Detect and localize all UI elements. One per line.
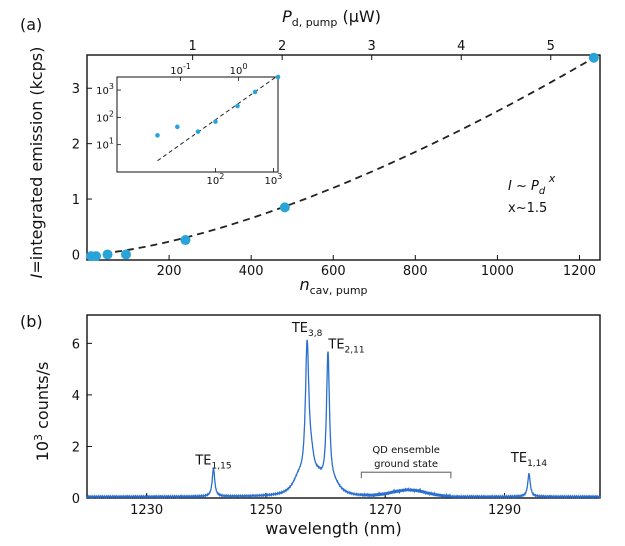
panel-b-label: (b): [20, 312, 43, 331]
b-band-bracket: [360, 471, 452, 479]
inset-top-tick-label: 10-1: [170, 62, 191, 77]
b-y-tick-label: 4: [72, 389, 80, 404]
inset-data-point: [175, 124, 180, 130]
inset-frame: [116, 76, 279, 173]
a-data-point: [180, 235, 191, 246]
a-top-tick-label: 3: [368, 39, 376, 54]
inset-data-point: [275, 74, 281, 80]
inset-y-tick-label: 101: [96, 137, 114, 152]
a-data-point: [279, 202, 290, 213]
a-x-tick-label: 800: [403, 264, 428, 279]
inset-top-tick-label: 100: [230, 62, 248, 77]
b-band-label-line2: ground state: [374, 459, 438, 470]
b-x-tick-label: 1250: [249, 503, 282, 518]
b-peak-label: TE2,11: [327, 338, 364, 356]
a-fit-curve: [91, 57, 595, 256]
a-y-tick-label: 2: [72, 138, 80, 153]
b-x-axis-label: wavelength (nm): [265, 519, 402, 538]
b-spectrum-line: [86, 339, 601, 500]
a-top-tick-label: 1: [189, 39, 197, 54]
a-top-axis-label: Pd, pump (μW): [282, 7, 381, 29]
a-y-tick-label: 3: [72, 82, 80, 97]
a-x-tick-label: 600: [321, 264, 346, 279]
b-peak-label: TE1,14: [510, 451, 547, 469]
inset-fit-line: [157, 74, 280, 162]
inset-data-point: [155, 133, 160, 138]
inset-data-point: [252, 89, 258, 95]
a-x-tick-label: 1000: [481, 264, 514, 279]
a-y-tick-label: 0: [72, 248, 80, 263]
b-peak-label: TE1,15: [194, 453, 231, 471]
b-x-tick-label: 1230: [130, 503, 163, 518]
a-x-axis-label: ncav, pump: [299, 275, 367, 297]
a-y-axis-label: I=integrated emission (kcps): [27, 47, 46, 279]
b-y-tick-label: 0: [72, 492, 80, 507]
b-x-tick-label: 1290: [488, 503, 521, 518]
b-y-axis-label: 103 counts/s: [32, 362, 52, 462]
a-y-tick-label: 1: [72, 193, 80, 208]
panel-b-frame: [86, 314, 601, 499]
inset-x-tick-label: 103: [264, 172, 282, 187]
a-top-tick-label: 5: [547, 39, 555, 54]
inset-y-tick-label: 102: [96, 109, 114, 124]
b-band-label-line1: QD ensemble: [372, 445, 440, 456]
panel-a-label: (a): [20, 15, 42, 34]
inset-data-point: [213, 119, 218, 124]
a-x-tick-label: 400: [239, 264, 264, 279]
b-peak-label: TE3,8: [291, 321, 323, 339]
a-data-point: [120, 249, 131, 260]
a-x-tick-label: 200: [157, 264, 182, 279]
b-y-tick-label: 6: [72, 337, 80, 352]
a-data-point: [588, 52, 599, 63]
inset-y-tick-label: 103: [96, 82, 114, 97]
panel-a-frame: [86, 54, 601, 261]
a-annotation-exponent: x~1.5: [508, 201, 547, 216]
a-top-tick-label: 2: [278, 39, 286, 54]
inset-data-point: [195, 129, 201, 134]
inset-x-tick-label: 102: [207, 172, 225, 187]
a-annotation-power-law: I ~ Pd x: [508, 172, 556, 197]
b-x-tick-label: 1270: [369, 503, 402, 518]
a-top-tick-label: 4: [457, 39, 465, 54]
a-data-point: [102, 249, 113, 260]
inset-data-point: [235, 103, 240, 109]
b-y-tick-label: 2: [72, 440, 80, 455]
a-data-point: [91, 251, 102, 262]
a-x-tick-label: 1200: [563, 264, 596, 279]
